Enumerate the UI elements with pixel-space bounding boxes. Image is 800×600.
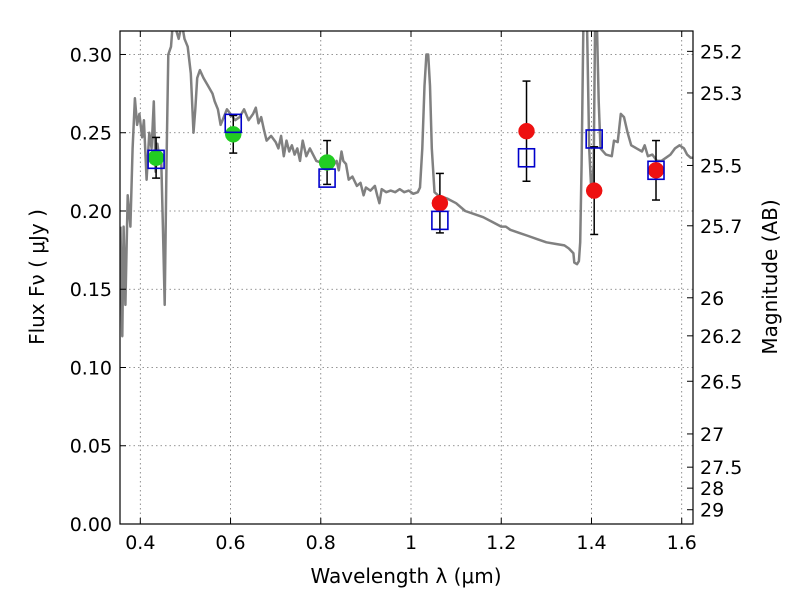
observed-flux-point [147, 149, 165, 167]
x-tick-label: 0.8 [306, 532, 336, 554]
mag-tick-label: 25.7 [700, 216, 742, 238]
model-flux-square [647, 160, 665, 181]
observed-flux-point [431, 194, 449, 212]
x-tick-label: 1.6 [667, 532, 697, 554]
mag-tick-label: 26 [700, 288, 724, 310]
mag-tick-label: 25.2 [700, 41, 742, 63]
model-flux-square [431, 210, 449, 231]
y-tick-label: 0.05 [70, 436, 112, 458]
x-tick-label: 1.2 [486, 532, 516, 554]
model-flux-square [147, 149, 165, 170]
mag-tick-label: 25.5 [700, 155, 742, 177]
mag-tick-label: 27.5 [700, 457, 742, 479]
model-flux-square [318, 168, 336, 188]
observed-flux-point [585, 182, 603, 199]
data-point-layer [147, 113, 665, 231]
mag-tick-label: 28 [700, 478, 724, 500]
grid [120, 31, 693, 525]
mag-tick-label: 29 [700, 500, 724, 522]
axis-ticks [120, 31, 693, 525]
y-tick-label: 0.20 [70, 201, 112, 223]
tick-labels: 0.4 0.6 0.8 1 1.2 1.4 1.6 0.00 0.05 0.10 0.15 0.20 0… [70, 41, 743, 554]
mag-tick-label: 27 [700, 424, 724, 446]
observed-flux-point [318, 154, 336, 171]
y-tick-label: 0.25 [70, 123, 112, 145]
error-bar-layer [152, 80, 661, 236]
x-tick-label: 0.4 [125, 532, 155, 554]
mag-tick-label: 26.2 [700, 326, 742, 348]
y-tick-label: 0.15 [70, 279, 112, 301]
y2-axis-label: Magnitude (AB) [758, 199, 782, 354]
y-tick-label: 0.00 [70, 514, 112, 536]
observed-flux-point [518, 122, 535, 140]
sed-curve-layer [120, 31, 693, 338]
axis-titles: Wavelength λ (μm) Flux Fν ( μJy ) Magnit… [25, 199, 782, 588]
observed-flux-point [224, 126, 242, 143]
x-tick-label: 1 [405, 532, 417, 554]
observed-flux-point [647, 162, 665, 179]
sed-curve [120, 31, 693, 338]
mag-tick-label: 25.3 [700, 83, 742, 105]
x-axis-label: Wavelength λ (μm) [310, 564, 501, 588]
mag-tick-label: 26.5 [700, 371, 742, 393]
y-tick-label: 0.10 [70, 357, 112, 379]
y-axis-label: Flux Fν ( μJy ) [25, 209, 49, 345]
model-flux-square [585, 129, 603, 149]
model-flux-square [224, 113, 243, 134]
model-flux-square [517, 147, 536, 168]
x-tick-label: 1.4 [576, 532, 606, 554]
plot-frame [119, 30, 694, 525]
y-tick-label: 0.30 [70, 44, 112, 66]
x-tick-label: 0.6 [215, 532, 245, 554]
